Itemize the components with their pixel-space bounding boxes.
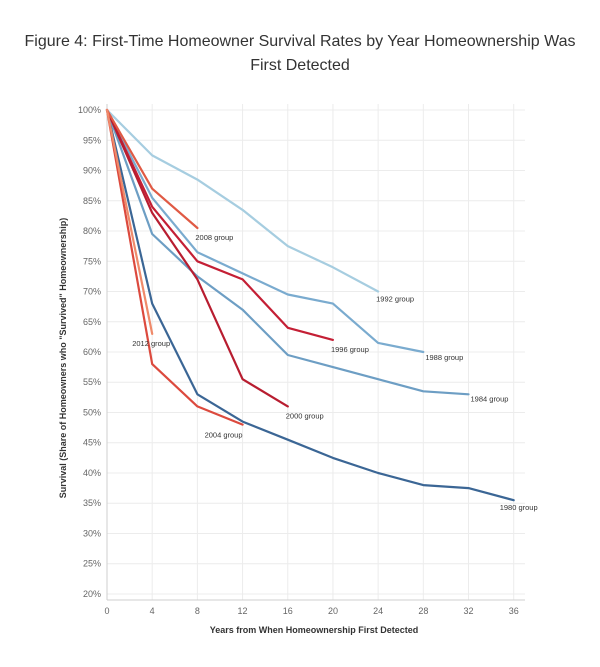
series-label-2012-group: 2012 group	[132, 339, 170, 348]
y-tick-label: 20%	[83, 589, 101, 599]
y-tick-label: 95%	[83, 135, 101, 145]
y-tick-label: 30%	[83, 528, 101, 538]
y-tick-label: 80%	[83, 226, 101, 236]
y-tick-label: 70%	[83, 287, 101, 297]
y-tick-label: 100%	[78, 105, 101, 115]
y-tick-label: 55%	[83, 377, 101, 387]
series-layer	[105, 108, 515, 502]
series-line-2000-group	[105, 108, 289, 408]
series-label-1984-group: 1984 group	[471, 394, 509, 403]
y-tick-label: 65%	[83, 317, 101, 327]
y-tick-label: 50%	[83, 407, 101, 417]
y-tick-label: 35%	[83, 498, 101, 508]
x-tick-label: 4	[150, 606, 155, 616]
series-label-1992-group: 1992 group	[376, 295, 414, 304]
x-tick-label: 8	[195, 606, 200, 616]
x-axis-title: Years from When Homeownership First Dete…	[210, 625, 419, 635]
series-label-1996-group: 1996 group	[331, 345, 369, 354]
series-line-1984-group	[105, 108, 470, 396]
y-tick-label: 85%	[83, 196, 101, 206]
x-tick-label: 0	[104, 606, 109, 616]
chart-title-wrap: Figure 4: First-Time Homeowner Survival …	[0, 30, 600, 78]
y-tick-label: 60%	[83, 347, 101, 357]
axis-layer: 100% 95% 90% 85% 80% 75% 70% 65% 60% 55% 50% 45% 40%…	[78, 104, 525, 616]
y-tick-label: 40%	[83, 468, 101, 478]
series-label-1988-group: 1988 group	[425, 353, 463, 362]
x-tick-label: 20	[328, 606, 338, 616]
y-axis-title: Survival (Share of Homeowners who "Survi…	[58, 218, 68, 499]
series-label-1980-group: 1980 group	[500, 503, 538, 512]
x-tick-label: 28	[418, 606, 428, 616]
series-line-2004-group	[105, 108, 244, 426]
y-tick-label: 90%	[83, 166, 101, 176]
y-tick-label: 25%	[83, 559, 101, 569]
series-line-1980-group	[105, 108, 515, 502]
series-line-2012-group	[105, 108, 154, 335]
y-tick-label: 45%	[83, 438, 101, 448]
series-label-2000-group: 2000 group	[286, 411, 324, 420]
grid-layer	[106, 104, 525, 600]
x-tick-label: 24	[373, 606, 383, 616]
series-line-1992-group	[105, 108, 380, 293]
x-tick-label: 16	[283, 606, 293, 616]
x-tick-label: 36	[509, 606, 519, 616]
label-layer: 1980 group 1984 group 1988 group 1992 group…	[132, 233, 537, 512]
series-label-2008-group: 2008 group	[195, 233, 233, 242]
x-tick-label: 32	[464, 606, 474, 616]
series-line-2008-group	[105, 108, 199, 230]
series-label-2004-group: 2004 group	[205, 431, 243, 440]
y-tick-label: 75%	[83, 256, 101, 266]
series-line-1988-group	[105, 108, 425, 354]
series-line-1996-group	[105, 108, 334, 341]
chart-title: Figure 4: First-Time Homeowner Survival …	[24, 33, 576, 74]
x-tick-label: 12	[238, 606, 248, 616]
